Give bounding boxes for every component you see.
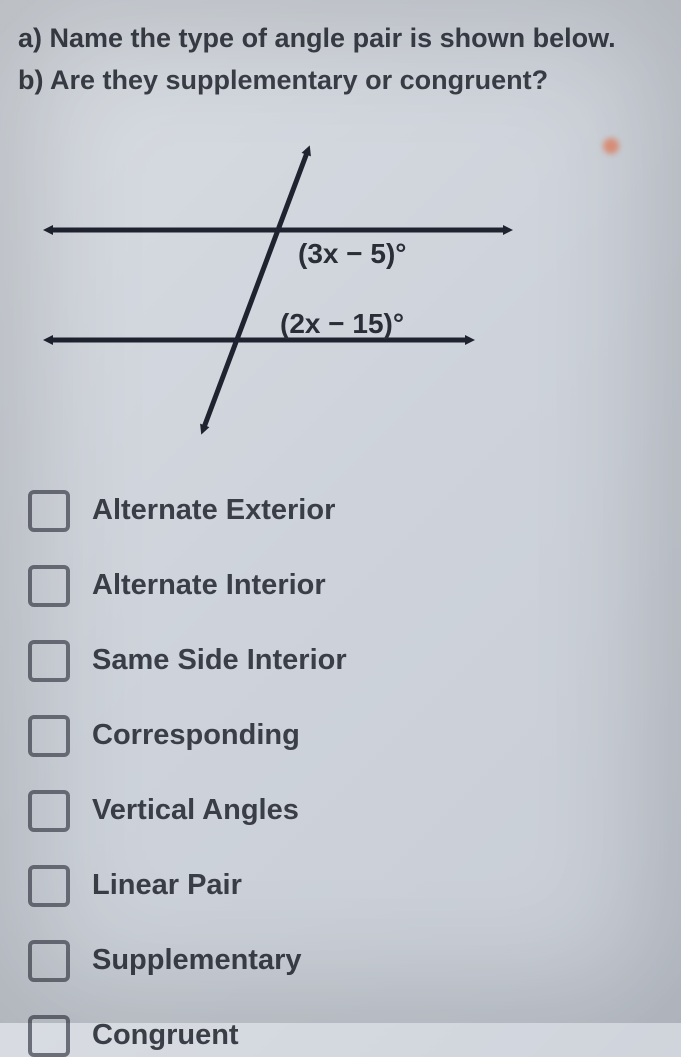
option-row[interactable]: Corresponding: [28, 715, 663, 757]
angle-diagram: (3x − 5)° (2x − 15)°: [28, 130, 528, 450]
checkbox-icon[interactable]: [28, 640, 70, 682]
question-a: a) Name the type of angle pair is shown …: [18, 20, 663, 58]
option-row[interactable]: Alternate Exterior: [28, 490, 663, 532]
option-row[interactable]: Congruent: [28, 1015, 663, 1057]
option-label: Vertical Angles: [92, 794, 299, 827]
option-row[interactable]: Linear Pair: [28, 865, 663, 907]
option-row[interactable]: Same Side Interior: [28, 640, 663, 682]
checkbox-icon[interactable]: [28, 715, 70, 757]
option-label: Supplementary: [92, 944, 302, 977]
options-list: Alternate Exterior Alternate Interior Sa…: [18, 490, 663, 1057]
option-row[interactable]: Supplementary: [28, 940, 663, 982]
checkbox-icon[interactable]: [28, 790, 70, 832]
option-label: Linear Pair: [92, 869, 242, 902]
angle-label-upper: (3x − 5)°: [298, 238, 406, 270]
checkbox-icon[interactable]: [28, 865, 70, 907]
option-label: Same Side Interior: [92, 644, 347, 677]
light-dot-artifact: [603, 138, 619, 154]
checkbox-icon[interactable]: [28, 565, 70, 607]
option-label: Alternate Exterior: [92, 494, 335, 527]
checkbox-icon[interactable]: [28, 490, 70, 532]
option-label: Congruent: [92, 1019, 239, 1052]
option-row[interactable]: Vertical Angles: [28, 790, 663, 832]
option-row[interactable]: Alternate Interior: [28, 565, 663, 607]
option-label: Alternate Interior: [92, 569, 326, 602]
checkbox-icon[interactable]: [28, 1015, 70, 1057]
diagram-svg: [28, 130, 528, 450]
angle-label-lower: (2x − 15)°: [280, 308, 404, 340]
transversal-line: [203, 150, 308, 430]
option-label: Corresponding: [92, 719, 300, 752]
question-b: b) Are they supplementary or congruent?: [18, 62, 663, 100]
checkbox-icon[interactable]: [28, 940, 70, 982]
